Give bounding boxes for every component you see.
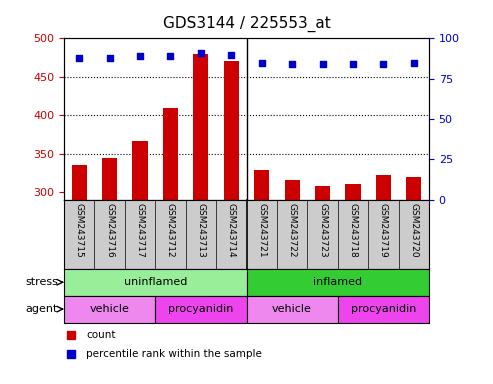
Point [349, 61, 357, 67]
Text: GSM243714: GSM243714 [227, 203, 236, 258]
Bar [246, 269, 429, 296]
Text: GSM243718: GSM243718 [349, 203, 357, 258]
Point [167, 53, 175, 59]
Text: count: count [86, 330, 115, 340]
Bar [284, 180, 300, 200]
Text: vehicle: vehicle [272, 304, 312, 314]
Bar [102, 158, 117, 200]
Text: inflamed: inflamed [313, 277, 362, 287]
Bar [246, 296, 338, 323]
Text: GSM243722: GSM243722 [287, 203, 297, 258]
Bar [64, 296, 155, 323]
Text: percentile rank within the sample: percentile rank within the sample [86, 349, 262, 359]
Text: GDS3144 / 225553_at: GDS3144 / 225553_at [163, 15, 330, 31]
Text: vehicle: vehicle [90, 304, 130, 314]
Text: GSM243716: GSM243716 [105, 203, 114, 258]
Text: GSM243721: GSM243721 [257, 203, 266, 258]
Bar [254, 170, 269, 200]
Bar [163, 108, 178, 200]
Text: GSM243717: GSM243717 [136, 203, 144, 258]
Bar [64, 269, 246, 296]
Text: GSM243723: GSM243723 [318, 203, 327, 258]
Bar [315, 186, 330, 200]
Text: GSM243719: GSM243719 [379, 203, 388, 258]
Text: agent: agent [26, 304, 58, 314]
Bar [224, 61, 239, 200]
Text: GSM243712: GSM243712 [166, 203, 175, 258]
Point [197, 50, 205, 56]
Point [288, 61, 296, 67]
Text: GSM243720: GSM243720 [409, 203, 418, 258]
Bar [71, 165, 87, 200]
Bar [406, 177, 422, 200]
Text: procyanidin: procyanidin [168, 304, 234, 314]
Bar [155, 296, 246, 323]
Bar [345, 184, 360, 200]
Point [380, 61, 387, 67]
Bar [338, 296, 429, 323]
Point [410, 60, 418, 66]
Point [136, 53, 144, 59]
Point [75, 55, 83, 61]
Text: stress: stress [25, 277, 58, 287]
Point [227, 51, 235, 58]
Text: GSM243715: GSM243715 [75, 203, 84, 258]
Point [258, 60, 266, 66]
Bar [376, 175, 391, 200]
Text: uninflamed: uninflamed [124, 277, 187, 287]
Text: GSM243713: GSM243713 [196, 203, 206, 258]
Text: procyanidin: procyanidin [351, 304, 416, 314]
Point [318, 61, 326, 67]
Bar [133, 141, 148, 200]
Point [106, 55, 113, 61]
Bar [193, 54, 209, 200]
